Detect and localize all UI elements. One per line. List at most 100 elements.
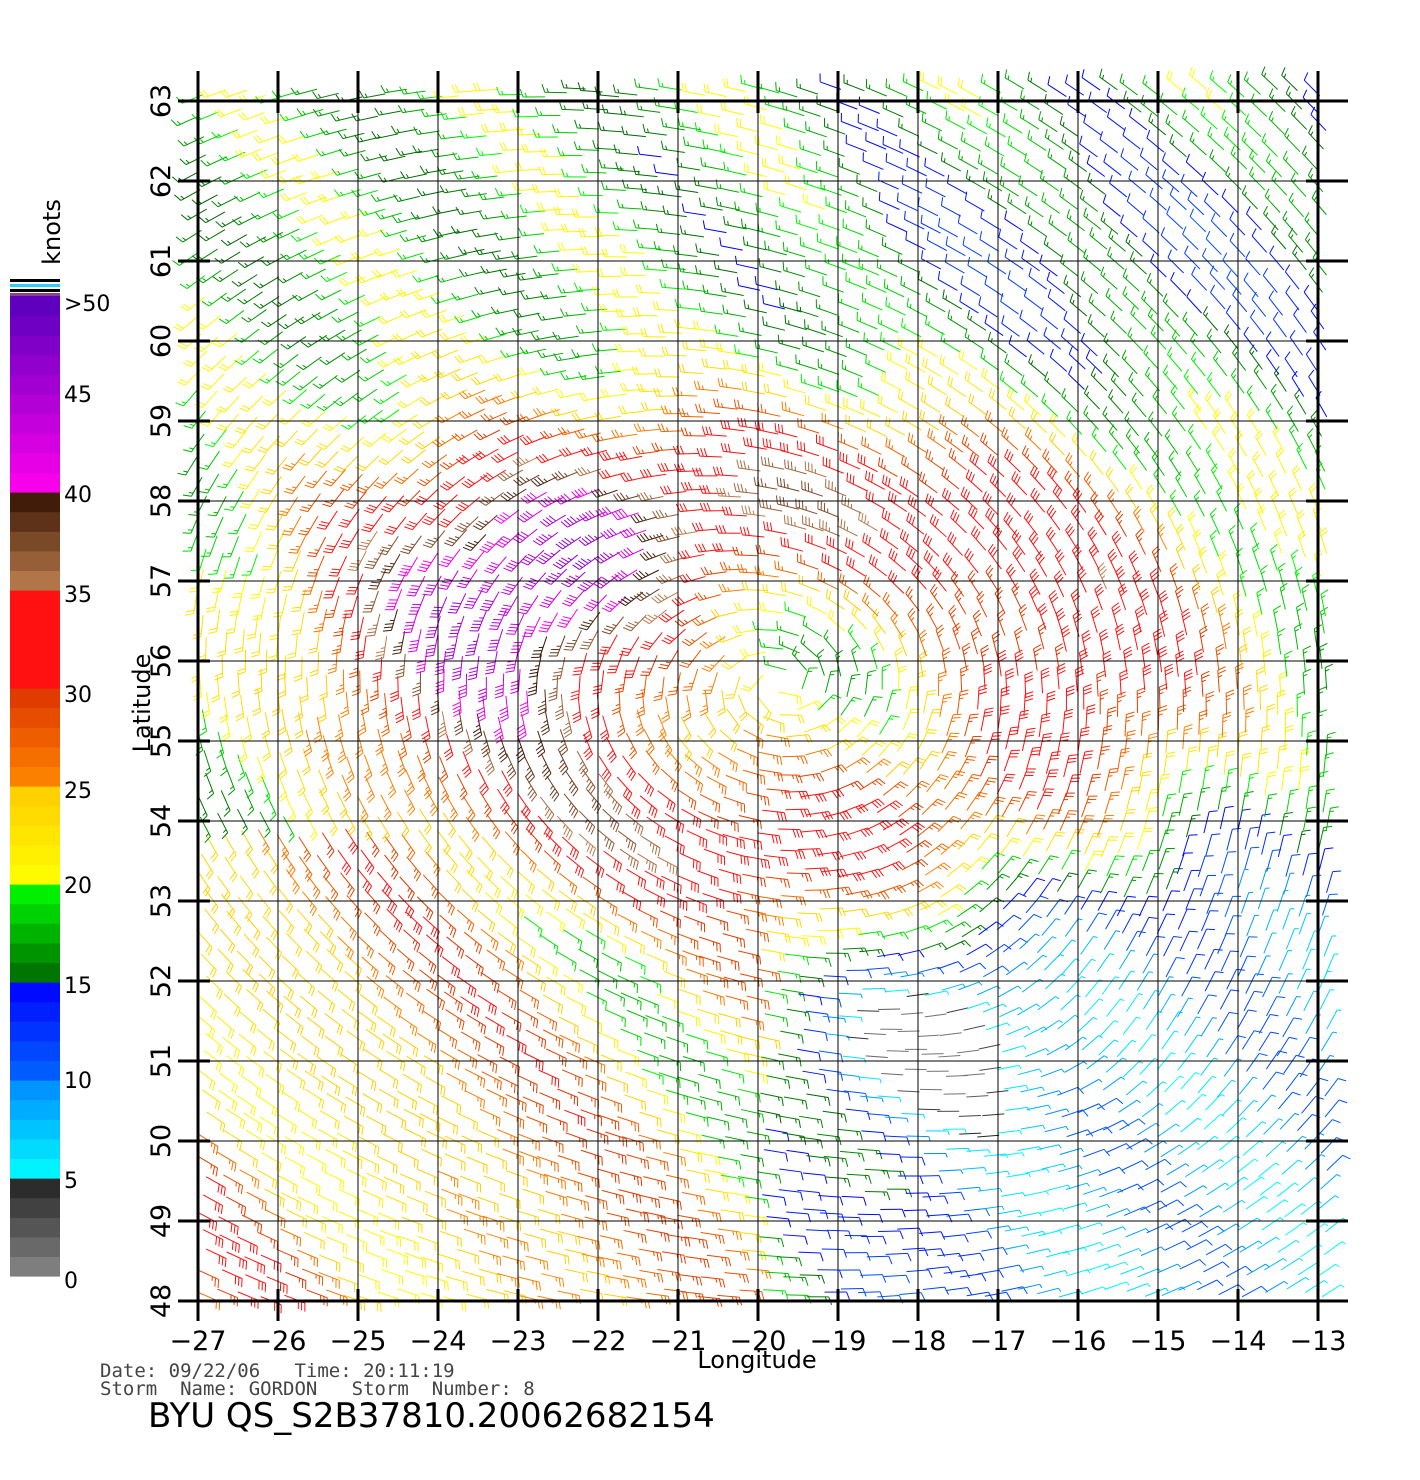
- wind-barb: [764, 856, 788, 867]
- wind-barb: [758, 1036, 781, 1049]
- wind-barb: [467, 870, 482, 893]
- wind-barb: [1001, 1193, 1025, 1197]
- wind-barb: [738, 1089, 761, 1102]
- wind-barb: [782, 401, 804, 415]
- wind-barb: [219, 1073, 237, 1094]
- wind-barb: [1217, 1224, 1239, 1235]
- wind-barb: [371, 195, 397, 202]
- wind-barb: [1086, 350, 1102, 373]
- wind-barb: [566, 997, 586, 1016]
- wind-barb: [1269, 111, 1285, 134]
- wind-barb: [1266, 332, 1279, 357]
- wind-barb: [1039, 733, 1052, 756]
- wind-barb: [705, 1189, 728, 1201]
- colorbar-segment: [10, 335, 60, 355]
- wind-barb: [659, 1055, 680, 1071]
- wind-barb: [865, 670, 876, 694]
- wind-barb: [215, 252, 241, 263]
- wind-barb: [945, 922, 971, 933]
- wind-barb: [318, 697, 326, 723]
- wind-barb: [866, 820, 892, 830]
- wind-barb: [1165, 664, 1173, 690]
- wind-barb: [457, 910, 474, 932]
- wind-barb: [415, 437, 440, 449]
- wind-barb: [678, 737, 692, 761]
- wind-barb: [924, 1153, 948, 1157]
- wind-barb: [1099, 1040, 1119, 1055]
- wind-barb: [625, 1072, 646, 1088]
- wind-barb: [946, 1288, 972, 1296]
- wind-barb: [617, 548, 643, 558]
- wind-barb: [778, 1054, 801, 1067]
- wind-barb: [741, 219, 763, 233]
- colorbar-segment: [10, 1100, 60, 1120]
- wind-barb: [1190, 209, 1206, 232]
- wind-barb: [454, 709, 463, 735]
- wind-barb: [653, 677, 664, 701]
- wind-barb: [917, 671, 926, 696]
- wind-barb: [1302, 1096, 1324, 1113]
- wind-barb: [1201, 604, 1209, 630]
- wind-barb: [227, 769, 235, 795]
- wind-barb: [1287, 789, 1299, 812]
- wind-barb: [1185, 1017, 1201, 1036]
- wind-barb: [820, 519, 840, 536]
- colorbar-segment: [10, 551, 60, 571]
- wind-barb: [881, 1171, 906, 1180]
- wind-barb: [1229, 525, 1237, 551]
- wind-barb: [1206, 834, 1221, 856]
- wind-barb: [206, 1177, 225, 1196]
- wind-barb: [846, 970, 871, 978]
- wind-barb: [540, 797, 553, 822]
- wind-barb: [711, 609, 737, 617]
- wind-barb: [1046, 832, 1065, 851]
- wind-barb: [776, 220, 798, 235]
- wind-barb: [706, 1052, 728, 1067]
- wind-barb: [966, 1002, 990, 1009]
- wind-barb: [1160, 93, 1177, 115]
- wind-barb: [575, 467, 601, 476]
- wind-barb: [242, 554, 258, 575]
- wind-barb: [968, 115, 987, 134]
- wind-barb: [725, 677, 740, 699]
- wind-barb: [1081, 891, 1101, 910]
- wind-barb: [1197, 1280, 1223, 1290]
- wind-barb: [858, 378, 878, 396]
- colorbar-label: 15: [64, 974, 92, 999]
- wind-barb: [1263, 977, 1281, 997]
- wind-barb: [280, 193, 306, 201]
- wind-barb: [719, 869, 741, 884]
- wind-barb: [1071, 505, 1083, 530]
- wind-barb: [1186, 746, 1197, 770]
- wind-barb: [947, 714, 962, 736]
- wind-barb: [838, 518, 858, 536]
- wind-barb: [1271, 544, 1278, 570]
- wind-barb: [1027, 1105, 1051, 1109]
- wind-barb: [1291, 106, 1306, 129]
- wind-barb: [1253, 610, 1261, 636]
- wind-barb: [1017, 1004, 1039, 1015]
- wind-barb: [863, 152, 883, 169]
- wind-barb: [1304, 285, 1317, 310]
- wind-barb: [1158, 977, 1173, 996]
- wind-barb: [597, 1169, 619, 1184]
- wind-barb: [366, 614, 380, 636]
- wind-barb: [1273, 425, 1284, 451]
- wind-barb: [562, 837, 578, 860]
- wind-barb: [262, 712, 270, 738]
- wind-barb: [1305, 1281, 1327, 1293]
- wind-barb: [906, 546, 922, 569]
- wind-barb: [1120, 1266, 1143, 1274]
- wind-barb: [869, 554, 887, 575]
- wind-barb: [1121, 767, 1134, 790]
- wind-barb: [602, 617, 624, 634]
- wind-barb: [227, 1056, 245, 1077]
- wind-barb: [785, 460, 807, 474]
- wind-barb: [597, 829, 614, 851]
- wind-barb: [1179, 793, 1192, 816]
- wind-barb: [1022, 446, 1037, 469]
- wind-barb: [625, 957, 645, 975]
- colorbar-segment: [10, 1041, 60, 1061]
- wind-barb: [222, 1037, 239, 1059]
- wind-barb: [1319, 687, 1327, 712]
